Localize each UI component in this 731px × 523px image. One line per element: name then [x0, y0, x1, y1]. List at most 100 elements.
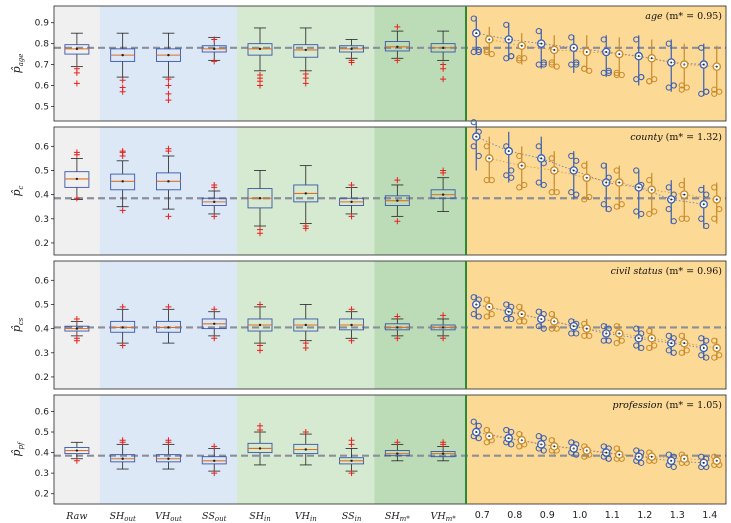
- box-iqr: [384, 323, 410, 331]
- m-sample-point: [581, 332, 588, 339]
- box-SH_m*: [384, 177, 410, 225]
- m-sample-point: [678, 349, 685, 356]
- m-sample-point: [503, 21, 510, 28]
- outlier-mark: [211, 335, 218, 342]
- m-sample-point: [503, 55, 510, 62]
- outlier-mark: [211, 36, 218, 43]
- m-sample-point: [651, 342, 658, 349]
- m-sample-point: [633, 167, 640, 174]
- m-sample-point: [613, 445, 620, 452]
- x-m-value-label: 0.7: [475, 510, 490, 521]
- box-SH_m*: [384, 439, 410, 462]
- box-VH_in: [293, 165, 319, 232]
- m-sample-point: [613, 167, 620, 174]
- m-sample-point: [670, 218, 677, 225]
- m-sample-point: [618, 71, 625, 79]
- bg-m-region: [466, 127, 726, 255]
- m-mean-dot: [605, 451, 608, 454]
- outlier-mark: [73, 315, 80, 322]
- x-m-value-label: 0.8: [507, 510, 522, 521]
- m-mean-dot: [618, 53, 621, 56]
- m-sample-point: [633, 342, 640, 349]
- box-iqr: [293, 44, 319, 58]
- box-mean-dot: [167, 180, 170, 183]
- m-sample-point: [646, 327, 653, 335]
- outlier-mark: [348, 337, 355, 344]
- y-axis-label: p̂age: [10, 54, 25, 74]
- m-blue-1.4: [698, 43, 710, 97]
- bg-band: [191, 261, 238, 389]
- m-sample-point: [618, 201, 625, 208]
- box-mean-dot: [258, 47, 262, 51]
- m-sample-point: [600, 443, 607, 450]
- m-sample-point: [711, 86, 718, 93]
- box-SH_out: [110, 303, 136, 349]
- box-mean-dot: [75, 177, 79, 181]
- m-sample-point: [516, 303, 523, 310]
- box-mean-dot: [350, 323, 353, 327]
- m-orange-0.8: [516, 303, 528, 325]
- x-category-label: VHout: [155, 511, 182, 523]
- outlier-mark: [119, 437, 126, 444]
- bg-m-region: [466, 395, 726, 504]
- m-sample-point: [548, 189, 555, 196]
- m-sample-point: [698, 335, 705, 342]
- m-sample-point: [573, 61, 580, 68]
- m-sample-point: [633, 447, 640, 454]
- outlier-mark: [165, 97, 172, 104]
- m-sample-point: [483, 426, 490, 434]
- m-mean-dot: [715, 459, 718, 462]
- outlier-mark: [257, 301, 263, 308]
- m-orange-1.4: [711, 45, 723, 97]
- outlier-mark: [257, 230, 263, 237]
- x-category-label: SHin: [249, 511, 271, 523]
- m-sample-point: [488, 50, 495, 58]
- box-mean-dot: [396, 452, 399, 455]
- m-blue-1.1: [600, 35, 612, 78]
- y-axis-label: p̂pf: [10, 441, 25, 457]
- m-sample-point: [670, 82, 677, 89]
- y-tick-label: 0.7: [35, 61, 49, 71]
- box-Raw: [64, 149, 90, 202]
- y-tick-label: 0.6: [35, 276, 50, 286]
- y-tick-label: 0.6: [35, 407, 50, 417]
- box-SS_out: [201, 36, 227, 65]
- m-mean-dot: [650, 455, 653, 458]
- m-sample-point: [535, 308, 542, 315]
- m-sample-point: [703, 88, 710, 95]
- m-blue-1.2: [633, 167, 645, 219]
- m-sample-point: [670, 349, 677, 356]
- box-mean-dot: [213, 459, 216, 463]
- m-sample-point: [535, 433, 542, 440]
- m-sample-point: [573, 330, 580, 337]
- outlier-mark: [73, 149, 80, 156]
- outlier-mark: [73, 457, 80, 464]
- m-mean-dot: [670, 198, 673, 201]
- m-sample-point: [503, 426, 510, 434]
- box-mean-dot: [304, 448, 307, 451]
- box-SH_in: [247, 422, 273, 466]
- box-mean-dot: [350, 200, 353, 204]
- outlier-mark: [302, 80, 309, 87]
- box-SH_m*: [384, 313, 410, 342]
- box-mean-dot: [396, 326, 399, 329]
- y-tick-label: 0.5: [35, 428, 49, 438]
- box-SS_in: [339, 181, 365, 220]
- m-sample-point: [605, 67, 612, 74]
- box-mean-dot: [441, 326, 445, 329]
- m-blue-1.4: [698, 184, 710, 230]
- m-sample-point: [475, 313, 482, 320]
- m-sample-point: [651, 208, 658, 215]
- outlier-mark: [302, 75, 309, 82]
- y-axis-label: p̂c: [10, 185, 25, 196]
- m-sample-point: [470, 119, 477, 126]
- m-orange-0.7: [483, 426, 495, 446]
- m-mean-dot: [553, 48, 556, 51]
- m-sample-point: [475, 435, 482, 442]
- m-orange-trend: [489, 158, 717, 200]
- box-mean-dot: [121, 180, 124, 183]
- box-mean-dot: [258, 323, 262, 327]
- box-SS_in: [339, 39, 365, 66]
- x-category-label: SSin: [342, 511, 362, 523]
- m-orange-0.8: [516, 33, 528, 65]
